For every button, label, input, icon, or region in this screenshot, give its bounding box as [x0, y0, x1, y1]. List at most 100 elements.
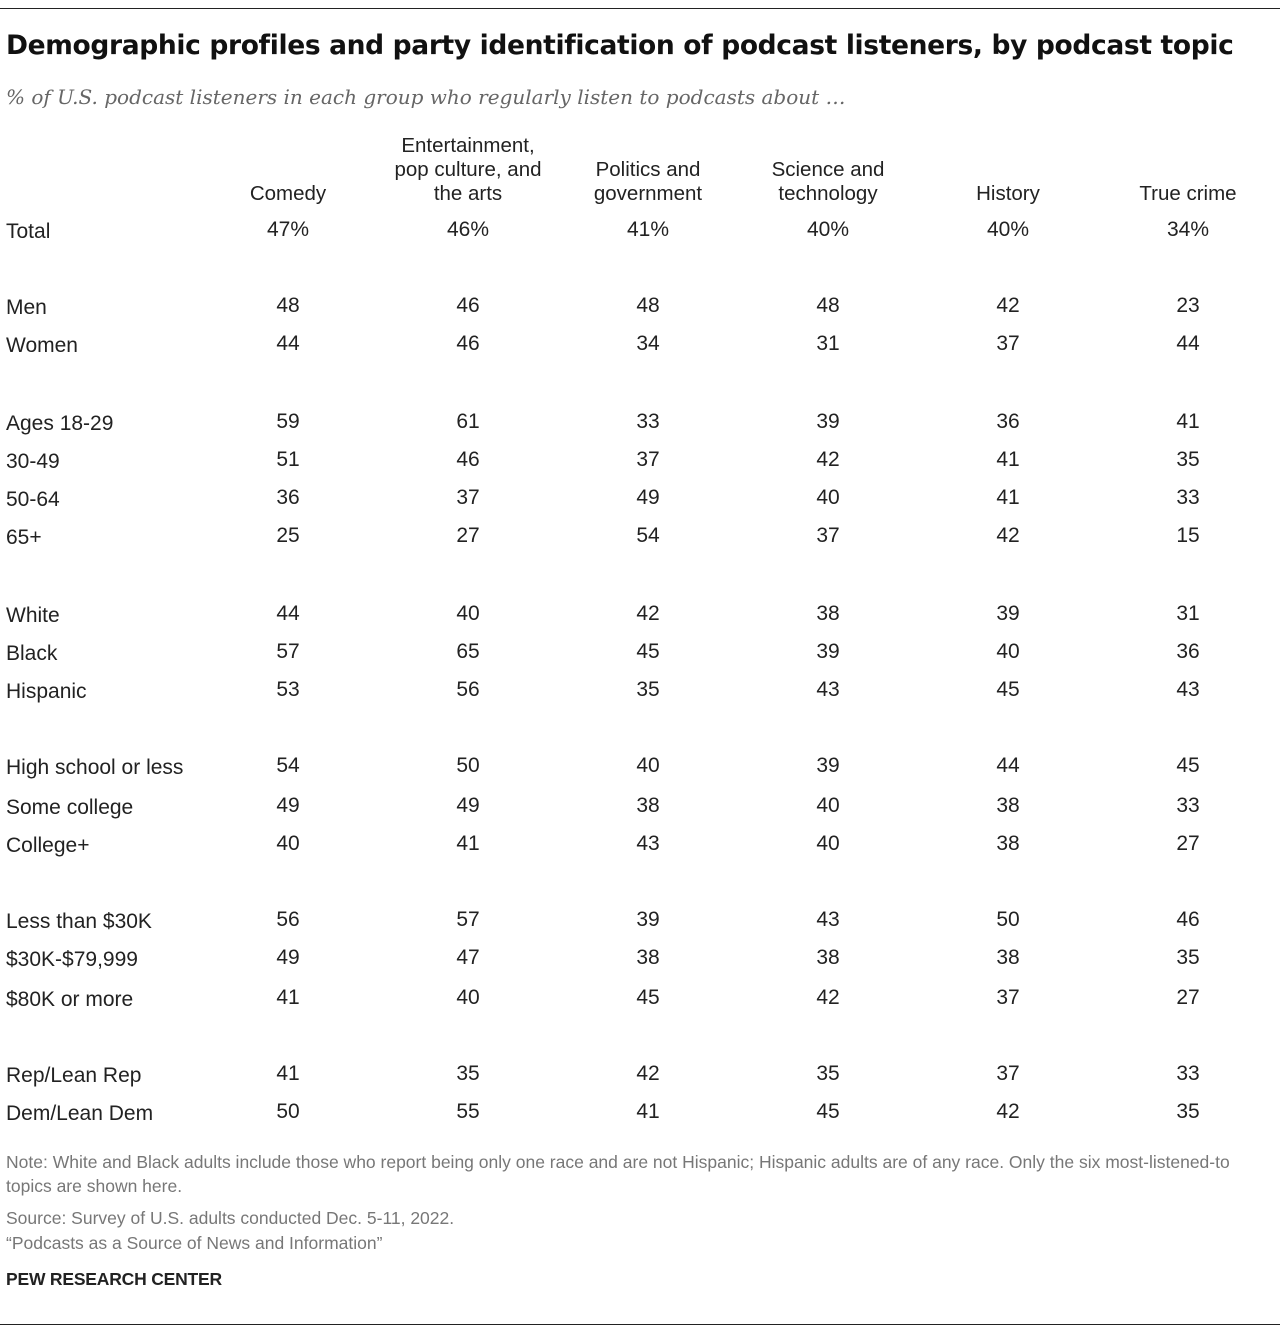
table-cell: 31: [1176, 602, 1200, 625]
row-label: White: [6, 604, 60, 627]
note-text: Note: White and Black adults include tho…: [6, 1152, 1230, 1196]
table-cell: 49: [456, 794, 480, 817]
column-header-line: Comedy: [249, 182, 327, 205]
table-cell: 38: [636, 794, 660, 817]
row-label: Dem/Lean Dem: [6, 1102, 154, 1125]
table-cell: 41: [636, 1100, 660, 1123]
row-label: Ages 18-29: [6, 412, 114, 435]
column-header-line: government: [593, 182, 703, 205]
table-cell: 37: [636, 448, 660, 471]
table-cell: 44: [276, 602, 300, 625]
table-cell: 41: [1176, 410, 1200, 433]
table-cell: 45: [816, 1100, 840, 1123]
table-cell: 34: [636, 332, 660, 355]
table-cell: 51: [276, 448, 300, 471]
table-cell: 50: [996, 908, 1020, 931]
table-cell: 39: [816, 410, 840, 433]
table-cell: 42: [816, 986, 840, 1009]
table-cell: 46: [456, 448, 480, 471]
row-label: 65+: [6, 526, 42, 549]
row-label: Black: [6, 642, 58, 665]
table-cell: 57: [456, 908, 480, 931]
table-cell: 59: [276, 410, 300, 433]
table-cell: 40: [816, 486, 840, 509]
table-cell: 38: [996, 832, 1020, 855]
table-cell: 35: [456, 1062, 480, 1085]
table-cell: 43: [636, 832, 660, 855]
table-cell: 27: [456, 524, 480, 547]
table-cell: 44: [1176, 332, 1200, 355]
table-cell: 40%: [986, 218, 1030, 241]
table-cell: 45: [996, 678, 1020, 701]
table-cell: 35: [1176, 448, 1200, 471]
table-cell: 47%: [266, 218, 310, 241]
pew-logo-text: PEW RESEARCH CENTER: [6, 1269, 222, 1289]
table-cell: 48: [276, 294, 300, 317]
row-label: College+: [6, 834, 90, 857]
table-cell: 41: [456, 832, 480, 855]
row-label: $30K-$79,999: [6, 948, 138, 971]
column-header-5: History: [913, 134, 1103, 206]
table-cell: 49: [636, 486, 660, 509]
table-cell: 37: [996, 1062, 1020, 1085]
column-header-line: Science and: [771, 158, 885, 181]
table-cell: 49: [276, 794, 300, 817]
row-label: Some college: [6, 796, 134, 819]
row-label: Total: [6, 220, 51, 243]
table-cell: 33: [1176, 1062, 1200, 1085]
table-cell: 36: [996, 410, 1020, 433]
table-cell: 40: [636, 754, 660, 777]
table-cell: 37: [816, 524, 840, 547]
table-cell: 55: [456, 1100, 480, 1123]
table-cell: 15: [1176, 524, 1200, 547]
table-cell: 47: [456, 946, 480, 969]
table-cell: 42: [996, 524, 1020, 547]
table-cell: 25: [276, 524, 300, 547]
table-cell: 57: [276, 640, 300, 663]
table-cell: 46: [456, 332, 480, 355]
bottom-rule: [0, 1324, 1280, 1325]
table-cell: 48: [636, 294, 660, 317]
table-cell: 27: [1176, 986, 1200, 1009]
table-cell: 49: [276, 946, 300, 969]
table-cell: 41: [276, 1062, 300, 1085]
table-cell: 35: [816, 1062, 840, 1085]
table-cell: 48: [816, 294, 840, 317]
row-label: Less than $30K: [6, 910, 152, 933]
table-cell: 65: [456, 640, 480, 663]
table-cell: 43: [816, 908, 840, 931]
table-cell: 54: [276, 754, 300, 777]
table-cell: 53: [276, 678, 300, 701]
table-cell: 42: [816, 448, 840, 471]
table-cell: 46: [1176, 908, 1200, 931]
column-header-line: Politics and: [595, 158, 701, 181]
table-cell: 46%: [446, 218, 490, 241]
table-cell: 37: [996, 332, 1020, 355]
table-cell: 39: [996, 602, 1020, 625]
table-cell: 39: [816, 754, 840, 777]
column-header-6: True crime: [1093, 134, 1280, 206]
table-cell: 45: [636, 640, 660, 663]
table-cell: 31: [816, 332, 840, 355]
table-cell: 56: [456, 678, 480, 701]
table-cell: 46: [456, 294, 480, 317]
table-cell: 40: [456, 986, 480, 1009]
table-cell: 35: [636, 678, 660, 701]
row-label: 30-49: [6, 450, 60, 473]
table-cell: 40: [456, 602, 480, 625]
row-label: Men: [6, 296, 47, 319]
table-cell: 41%: [626, 218, 670, 241]
table-cell: 39: [816, 640, 840, 663]
table-cell: 61: [456, 410, 480, 433]
column-header-1: Comedy: [193, 134, 383, 206]
source-text: Source: Survey of U.S. adults conducted …: [6, 1208, 455, 1228]
table-cell: 38: [816, 602, 840, 625]
table-cell: 23: [1176, 294, 1200, 317]
table-cell: 42: [996, 294, 1020, 317]
table-cell: 40: [816, 832, 840, 855]
table-cell: 41: [276, 986, 300, 1009]
column-header-4: Science and technology: [733, 134, 923, 206]
table-cell: 42: [636, 602, 660, 625]
column-header-line: True crime: [1139, 182, 1237, 205]
top-rule: [0, 8, 1280, 9]
